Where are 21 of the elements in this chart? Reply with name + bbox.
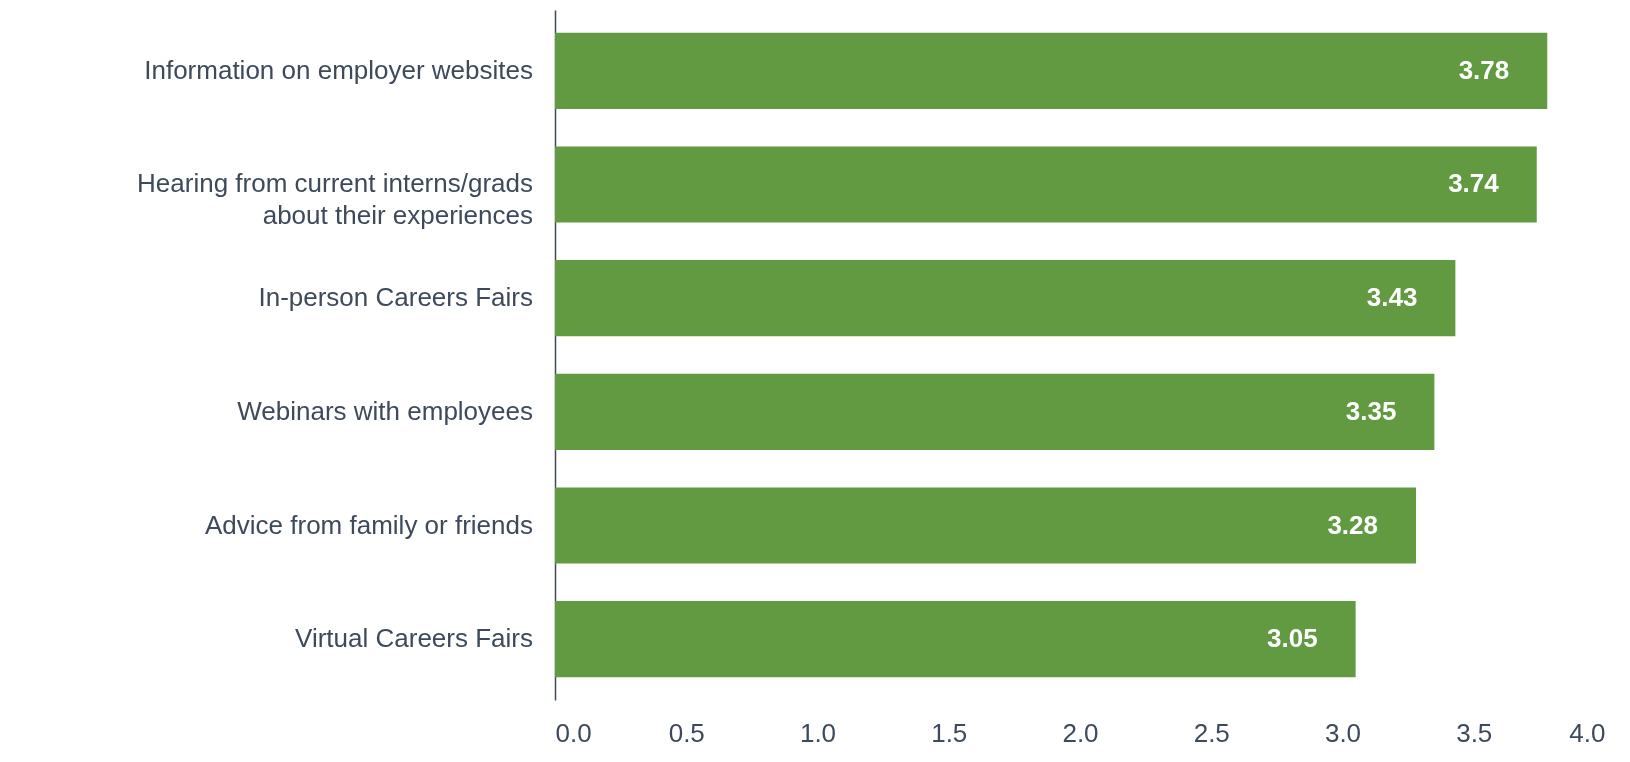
x-tick-label: 0.0	[555, 717, 592, 748]
data-label: 3.35	[1345, 395, 1397, 426]
y-tick-label: Advice from family or friends	[205, 509, 533, 540]
data-label: 3.05	[1267, 623, 1318, 654]
data-label: 3.28	[1327, 509, 1378, 540]
data-label: 3.43	[1366, 282, 1418, 313]
data-label: 3.78	[1458, 54, 1510, 85]
x-tick-label: 3.5	[1456, 717, 1493, 748]
data-label: 3.74	[1448, 168, 1500, 199]
x-tick-label: 2.0	[1062, 717, 1099, 748]
x-tick-label: 1.0	[799, 717, 837, 748]
y-tick-label: In-person Careers Fairs	[258, 282, 533, 313]
x-tick-label: 3.0	[1324, 717, 1362, 748]
y-tick-label: Webinars with employees	[237, 395, 533, 426]
x-tick-label: 2.5	[1193, 717, 1230, 748]
y-tick-label: Virtual Careers Fairs	[295, 623, 533, 654]
x-tick-label: 4.0	[1569, 717, 1606, 748]
y-tick-label: Hearing from current interns/grads about their experiences	[137, 168, 533, 231]
x-tick-label: 0.5	[668, 717, 705, 748]
y-tick-label: Information on employer websites	[144, 54, 533, 85]
x-tick-label: 1.5	[931, 717, 968, 748]
